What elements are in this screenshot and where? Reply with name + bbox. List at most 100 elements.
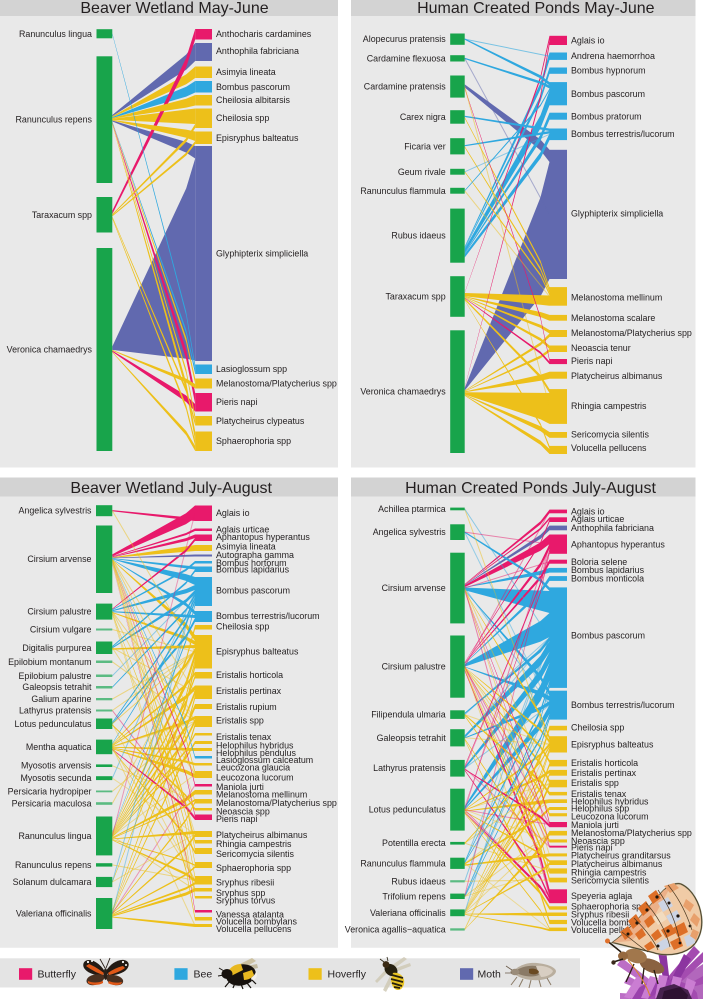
svg-text:Asimyia lineata: Asimyia lineata <box>216 67 276 77</box>
svg-text:Bombus pascorum: Bombus pascorum <box>571 631 645 641</box>
svg-text:Pieris napi: Pieris napi <box>216 814 257 824</box>
svg-text:Bombus pascorum: Bombus pascorum <box>216 586 290 596</box>
svg-text:Sericomycia silentis: Sericomycia silentis <box>571 429 649 439</box>
svg-text:Sphaerophoria spp: Sphaerophoria spp <box>216 863 291 873</box>
svg-text:Pieris napi: Pieris napi <box>571 356 612 366</box>
svg-text:Epilobium palustre: Epilobium palustre <box>18 671 91 681</box>
svg-text:Cirsium palustre: Cirsium palustre <box>382 662 446 672</box>
svg-text:Helophilus spp: Helophilus spp <box>571 804 629 814</box>
svg-text:Aglais urticae: Aglais urticae <box>216 525 269 535</box>
svg-text:Volucella pellucens: Volucella pellucens <box>571 443 647 453</box>
svg-text:Melanostoma scalare: Melanostoma scalare <box>571 313 655 323</box>
svg-text:Aglais urticae: Aglais urticae <box>571 514 624 524</box>
svg-text:Eristalis horticola: Eristalis horticola <box>216 670 283 680</box>
svg-text:Sericomycia silentis: Sericomycia silentis <box>571 876 649 886</box>
svg-text:Bombus monticola: Bombus monticola <box>571 574 644 584</box>
svg-text:Helophilus pendulus: Helophilus pendulus <box>216 748 296 758</box>
svg-text:Speyeria aglaja: Speyeria aglaja <box>571 891 632 901</box>
svg-text:Platycheirus granditarsus: Platycheirus granditarsus <box>571 851 671 861</box>
svg-text:Beaver Wetland July-August: Beaver Wetland July-August <box>70 480 272 497</box>
svg-text:Anthophila fabriciana: Anthophila fabriciana <box>571 523 654 533</box>
svg-text:Trifolium repens: Trifolium repens <box>382 891 446 901</box>
svg-text:Aphantopus hyperantus: Aphantopus hyperantus <box>216 532 310 542</box>
svg-text:Ranunculus flammula: Ranunculus flammula <box>360 186 445 196</box>
svg-text:Platycheirus albimanus: Platycheirus albimanus <box>216 830 308 840</box>
svg-text:Rubus idaeus: Rubus idaeus <box>391 231 446 241</box>
svg-text:Lasioglossum calceatum: Lasioglossum calceatum <box>216 755 313 765</box>
svg-text:Bombus terrestris/lucorum: Bombus terrestris/lucorum <box>216 611 320 621</box>
svg-text:Galeopsis tetrahit: Galeopsis tetrahit <box>377 733 447 743</box>
svg-text:Cardamine pratensis: Cardamine pratensis <box>364 82 446 92</box>
svg-text:Bombus hypnorum: Bombus hypnorum <box>571 66 646 76</box>
svg-text:Solanum dulcamara: Solanum dulcamara <box>13 877 92 887</box>
svg-text:Ficaria ver: Ficaria ver <box>404 141 445 151</box>
svg-text:Veronica chamaedrys: Veronica chamaedrys <box>360 387 446 397</box>
svg-text:Beaver Wetland May-June: Beaver Wetland May-June <box>80 0 268 17</box>
svg-text:Leucozona lucorum: Leucozona lucorum <box>571 812 648 822</box>
svg-text:Sphaerophoria spp: Sphaerophoria spp <box>216 436 291 446</box>
svg-text:Ranunculus repens: Ranunculus repens <box>15 860 92 870</box>
svg-text:Bombus terrestris/lucorum: Bombus terrestris/lucorum <box>571 700 675 710</box>
svg-text:Cheilosia spp: Cheilosia spp <box>216 113 269 123</box>
svg-text:Maniola jurti: Maniola jurti <box>571 820 619 830</box>
svg-text:Melanostoma mellinum: Melanostoma mellinum <box>571 292 662 302</box>
svg-text:Myosotis secunda: Myosotis secunda <box>20 773 91 783</box>
svg-text:Sryphus torvus: Sryphus torvus <box>216 895 276 905</box>
svg-text:Ranunculus lingua: Ranunculus lingua <box>18 831 91 841</box>
svg-text:Maniola jurti: Maniola jurti <box>216 782 264 792</box>
svg-text:Glyphipterix simpliciella: Glyphipterix simpliciella <box>216 249 308 259</box>
svg-text:Neoascia spp: Neoascia spp <box>571 836 625 846</box>
svg-text:Melanostoma mellinum: Melanostoma mellinum <box>216 790 307 800</box>
svg-text:Anthocharis cardamines: Anthocharis cardamines <box>216 29 312 39</box>
svg-text:Volucella pellucens: Volucella pellucens <box>571 925 647 935</box>
svg-text:Rhingia campestris: Rhingia campestris <box>216 839 292 849</box>
svg-text:Bee: Bee <box>194 969 213 981</box>
svg-text:Moth: Moth <box>478 969 502 981</box>
svg-text:Taraxacum spp: Taraxacum spp <box>32 210 92 220</box>
svg-text:Angelica sylvestris: Angelica sylvestris <box>373 527 447 537</box>
svg-text:Bombus hortorum: Bombus hortorum <box>216 558 287 568</box>
svg-text:Galium aparine: Galium aparine <box>31 694 91 704</box>
svg-text:Bombus pascorum: Bombus pascorum <box>571 89 645 99</box>
svg-text:Andrena haemorrhoa: Andrena haemorrhoa <box>571 51 655 61</box>
svg-text:Eristalis tenax: Eristalis tenax <box>216 732 272 742</box>
svg-text:Volucella pellucens: Volucella pellucens <box>216 924 292 934</box>
svg-text:Cheilosia spp: Cheilosia spp <box>216 622 269 632</box>
svg-text:Angelica sylvestris: Angelica sylvestris <box>19 506 93 516</box>
svg-text:Sericomycia silentis: Sericomycia silentis <box>216 849 294 859</box>
svg-text:Carex nigra: Carex nigra <box>400 112 446 122</box>
svg-text:Cirsium arvense: Cirsium arvense <box>382 583 446 593</box>
svg-text:Taraxacum spp: Taraxacum spp <box>386 292 446 302</box>
svg-text:Lathyrus pratensis: Lathyrus pratensis <box>373 763 446 773</box>
svg-text:Melanostoma/Platycherius spp: Melanostoma/Platycherius spp <box>571 828 692 838</box>
svg-text:Melanostoma/Platycherius spp: Melanostoma/Platycherius spp <box>571 328 692 338</box>
svg-text:Galeopsis tetrahit: Galeopsis tetrahit <box>22 682 92 692</box>
svg-text:Human Created Ponds July-Augus: Human Created Ponds July-August <box>405 480 656 497</box>
svg-text:Achillea ptarmica: Achillea ptarmica <box>378 504 446 514</box>
svg-text:Aglais io: Aglais io <box>571 35 605 45</box>
svg-text:Neoascia spp: Neoascia spp <box>216 806 270 816</box>
svg-text:Helophilus hybridus: Helophilus hybridus <box>216 741 294 751</box>
svg-text:Melanostoma/Platycherius spp: Melanostoma/Platycherius spp <box>216 379 337 389</box>
svg-text:Mentha aquatica: Mentha aquatica <box>26 742 92 752</box>
svg-text:Veronica chamaedrys: Veronica chamaedrys <box>7 345 93 355</box>
svg-text:Glyphipterix simpliciella: Glyphipterix simpliciella <box>571 209 663 219</box>
svg-text:Leucozona lucorum: Leucozona lucorum <box>216 773 293 783</box>
svg-text:Cirsium vulgare: Cirsium vulgare <box>30 625 92 635</box>
svg-text:Leucozona glaucia: Leucozona glaucia <box>216 762 290 772</box>
svg-text:Asimyia lineata: Asimyia lineata <box>216 542 276 552</box>
svg-text:Volucella bombylans: Volucella bombylans <box>216 917 297 927</box>
svg-text:Ranunculus lingua: Ranunculus lingua <box>19 29 92 39</box>
svg-text:Persicaria maculosa: Persicaria maculosa <box>12 799 92 809</box>
svg-text:Platycheirus albimanus: Platycheirus albimanus <box>571 371 663 381</box>
svg-text:Human Created Ponds May-June: Human Created Ponds May-June <box>417 0 655 17</box>
svg-text:Aglais io: Aglais io <box>216 508 250 518</box>
svg-text:Eristalis spp: Eristalis spp <box>216 716 264 726</box>
svg-text:Pieris napi: Pieris napi <box>571 843 612 853</box>
svg-text:Lathyrus pratensis: Lathyrus pratensis <box>19 706 92 716</box>
svg-text:Rubus idaeus: Rubus idaeus <box>391 876 446 886</box>
svg-text:Episryphus balteatus: Episryphus balteatus <box>216 133 299 143</box>
svg-text:Digitalis purpurea: Digitalis purpurea <box>22 643 91 653</box>
svg-text:Platycheirus albimanus: Platycheirus albimanus <box>571 859 663 869</box>
svg-text:Cardamine flexuosa: Cardamine flexuosa <box>367 53 446 63</box>
